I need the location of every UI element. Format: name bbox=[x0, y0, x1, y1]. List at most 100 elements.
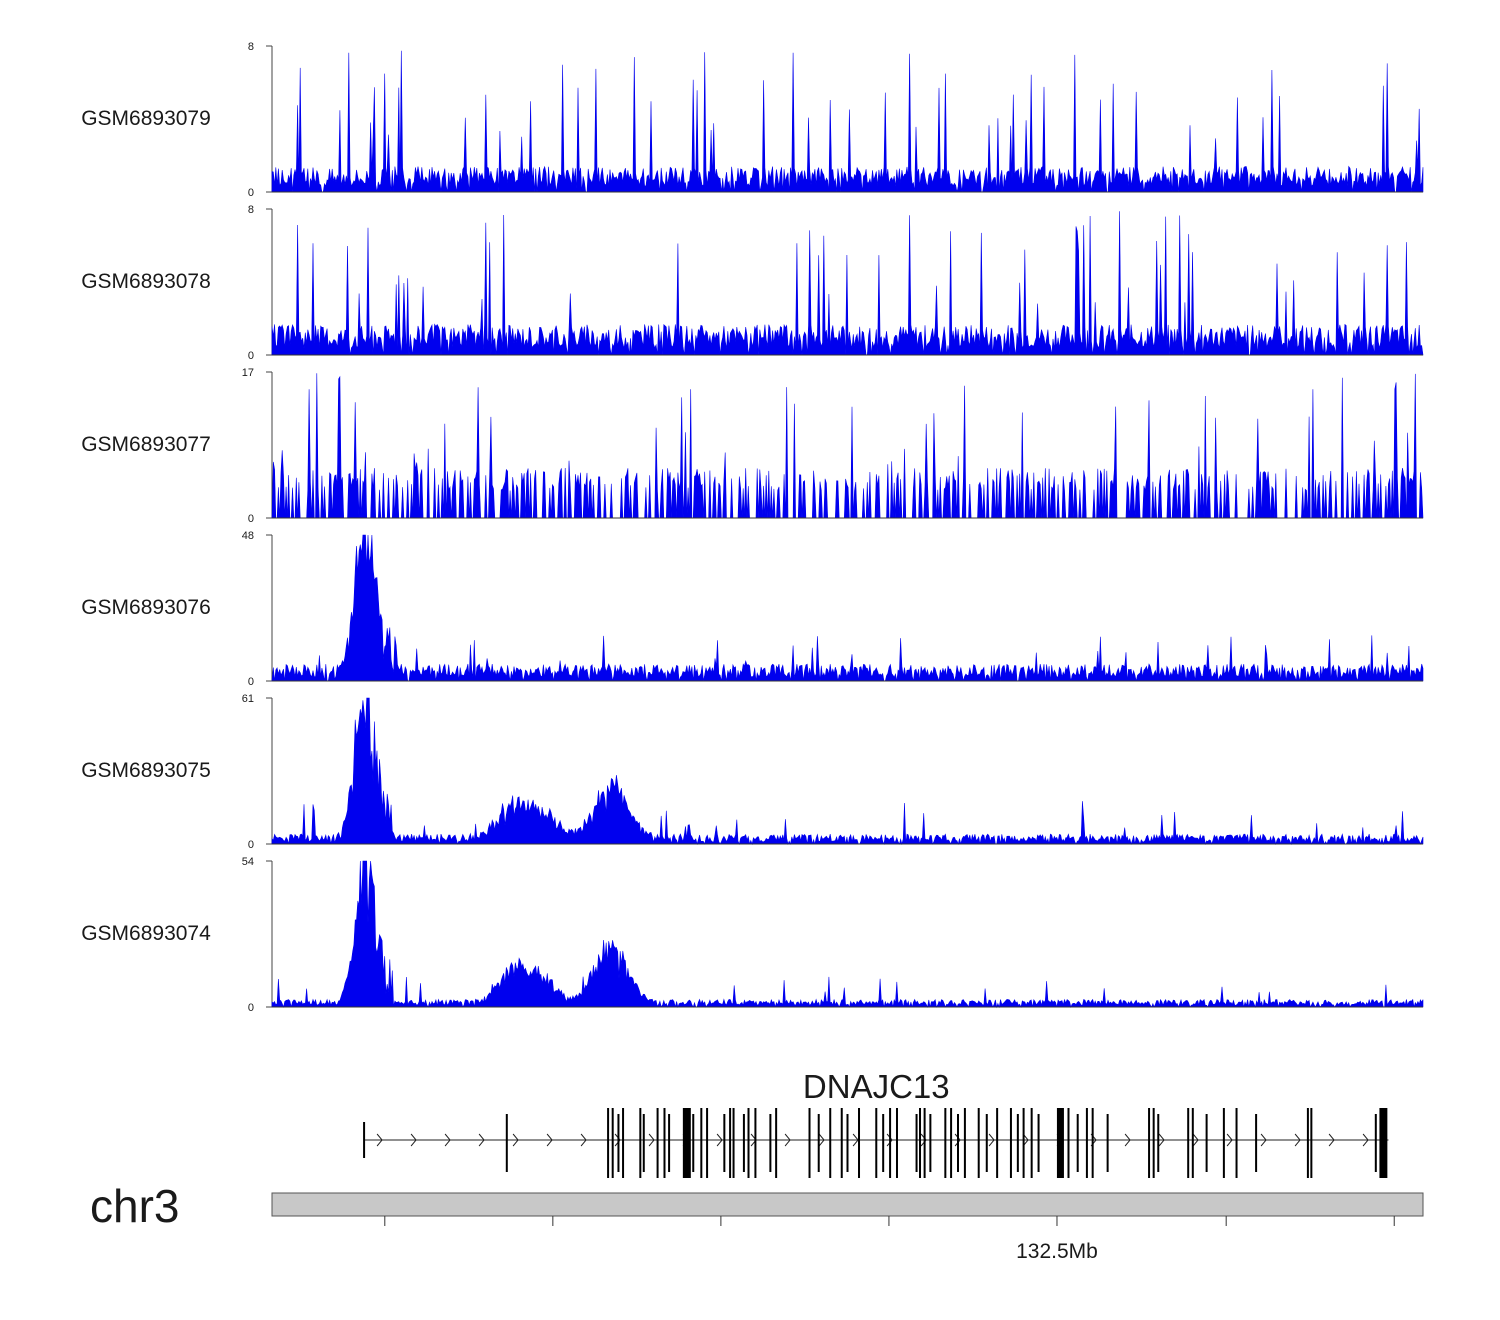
gene-exon bbox=[700, 1108, 703, 1178]
gene-exon bbox=[742, 1114, 745, 1172]
strand-arrow bbox=[478, 1133, 485, 1147]
gene-exon bbox=[1067, 1108, 1070, 1178]
gene-exon bbox=[769, 1114, 772, 1172]
gene-exon bbox=[895, 1108, 898, 1178]
chromosome-ideogram-bar bbox=[271, 1192, 1424, 1217]
gene-exon bbox=[846, 1114, 849, 1172]
coverage-area bbox=[271, 534, 1424, 682]
strand-arrow bbox=[376, 1133, 383, 1147]
coverage-area bbox=[271, 373, 1424, 519]
y-axis-max-label: 8 bbox=[248, 41, 254, 53]
strand-arrow bbox=[1124, 1133, 1131, 1147]
track-gsm6893077: GSM6893077 17 0 bbox=[81, 367, 1424, 525]
strand-arrow bbox=[954, 1133, 961, 1147]
y-axis-zero-label: 0 bbox=[248, 513, 254, 525]
strand-arrow bbox=[1328, 1133, 1335, 1147]
gene-exon bbox=[607, 1108, 610, 1178]
track-label: GSM6893079 bbox=[81, 107, 211, 130]
gene-exon bbox=[944, 1108, 947, 1178]
gene-exon bbox=[1306, 1108, 1309, 1178]
chromosome-label: chr3 bbox=[90, 1180, 179, 1232]
gene-exon bbox=[706, 1108, 709, 1178]
y-axis-zero-label: 0 bbox=[248, 1002, 254, 1014]
gene-exon bbox=[1152, 1108, 1155, 1178]
gene-exon bbox=[1037, 1114, 1040, 1172]
strand-arrow bbox=[614, 1133, 621, 1147]
gene-model bbox=[363, 1108, 1389, 1178]
gene-exon bbox=[1106, 1114, 1109, 1172]
track-gsm6893078: GSM6893078 8 0 bbox=[81, 204, 1424, 362]
gene-exon bbox=[858, 1108, 861, 1178]
track-gsm6893074: GSM6893074 54 0 bbox=[81, 856, 1424, 1014]
coverage-area bbox=[271, 860, 1424, 1009]
gene-exon bbox=[996, 1108, 999, 1178]
strand-arrow bbox=[1158, 1133, 1165, 1147]
gene-exon bbox=[1222, 1108, 1225, 1178]
coverage-area bbox=[271, 50, 1424, 193]
track-gsm6893075: GSM6893075 61 0 bbox=[81, 693, 1424, 851]
track-label: GSM6893077 bbox=[81, 433, 211, 456]
gene-exon bbox=[1085, 1108, 1088, 1178]
gene-exon bbox=[1148, 1108, 1151, 1178]
gene-exon bbox=[1310, 1108, 1313, 1178]
gene-exon bbox=[1235, 1108, 1238, 1178]
strand-arrow bbox=[1192, 1133, 1199, 1147]
gene-exon bbox=[840, 1108, 843, 1178]
coverage-area bbox=[271, 211, 1424, 356]
strand-arrow bbox=[1226, 1133, 1233, 1147]
gene-exon bbox=[956, 1114, 959, 1172]
coverage-tracks: GSM689307980GSM689307880GSM6893077170GSM… bbox=[81, 41, 1424, 1014]
strand-arrow bbox=[886, 1133, 893, 1147]
gene-exon bbox=[817, 1114, 820, 1172]
track-label: GSM6893076 bbox=[81, 596, 211, 619]
gene-exon bbox=[1191, 1108, 1194, 1178]
strand-arrow bbox=[716, 1133, 723, 1147]
gene-exon bbox=[929, 1114, 932, 1172]
coverage-area bbox=[271, 697, 1424, 846]
gene-exon bbox=[682, 1108, 690, 1178]
gene-exon bbox=[950, 1108, 953, 1178]
gene-exon bbox=[747, 1108, 750, 1178]
gene-exon bbox=[688, 1108, 691, 1178]
strand-arrow bbox=[1294, 1133, 1301, 1147]
gene-exon bbox=[732, 1108, 735, 1178]
gene-exon bbox=[1187, 1108, 1190, 1178]
gene-exon bbox=[505, 1114, 508, 1172]
axis-tick-label: 132.5Mb bbox=[1016, 1240, 1098, 1263]
track-gsm6893076: GSM6893076 48 0 bbox=[81, 530, 1424, 688]
gene-exon bbox=[1205, 1114, 1208, 1172]
gene-exon bbox=[1374, 1114, 1377, 1172]
gene-exon bbox=[985, 1114, 988, 1172]
gene-exon bbox=[663, 1108, 666, 1178]
gene-exon bbox=[1009, 1108, 1012, 1178]
track-label: GSM6893074 bbox=[81, 922, 211, 945]
gene-exon bbox=[1016, 1114, 1019, 1172]
gene-exon bbox=[775, 1108, 778, 1178]
gene-exon bbox=[1076, 1114, 1079, 1172]
track-label: GSM6893078 bbox=[81, 270, 211, 293]
y-axis-max-label: 54 bbox=[242, 856, 254, 868]
gene-exon bbox=[963, 1108, 966, 1178]
gene-exon bbox=[919, 1108, 922, 1178]
gene-exon bbox=[363, 1122, 366, 1158]
track-gsm6893079: GSM6893079 8 0 bbox=[81, 41, 1424, 199]
gene-exon bbox=[829, 1108, 832, 1178]
strand-arrow bbox=[648, 1133, 655, 1147]
gene-exon bbox=[977, 1108, 980, 1178]
gene-exon bbox=[1157, 1114, 1160, 1172]
gene-exon bbox=[729, 1108, 732, 1178]
y-axis-zero-label: 0 bbox=[248, 839, 254, 851]
strand-arrow bbox=[1362, 1133, 1369, 1147]
gene-exon bbox=[1030, 1108, 1033, 1178]
gene-exon bbox=[915, 1114, 918, 1172]
gene-exon bbox=[656, 1108, 659, 1178]
gene-exon bbox=[923, 1108, 926, 1178]
gene-exon bbox=[611, 1108, 614, 1178]
y-axis-zero-label: 0 bbox=[248, 187, 254, 199]
gene-exon bbox=[754, 1108, 757, 1178]
gene-exon bbox=[668, 1114, 671, 1172]
y-axis-max-label: 61 bbox=[242, 693, 254, 705]
gene-exon bbox=[808, 1108, 811, 1178]
strand-arrow bbox=[784, 1133, 791, 1147]
y-axis-max-label: 8 bbox=[248, 204, 254, 216]
